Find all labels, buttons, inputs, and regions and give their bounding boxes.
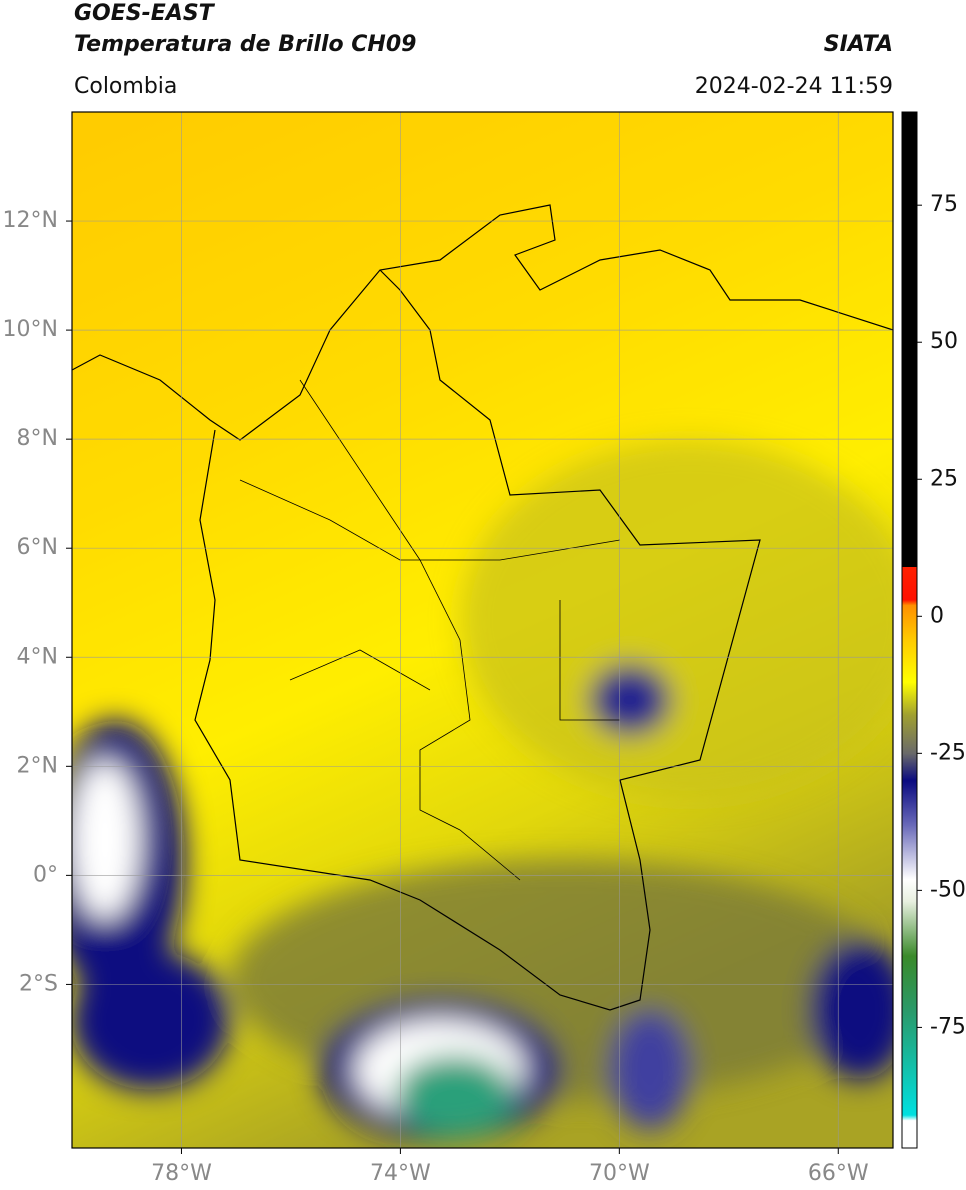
y-tick-label: 10°N xyxy=(3,317,58,342)
y-tick-label: 4°N xyxy=(17,644,58,669)
x-tick-label: 70°W xyxy=(589,1161,650,1186)
colorbar xyxy=(901,111,918,1149)
map-frame xyxy=(71,111,894,1149)
x-tick-label: 78°W xyxy=(151,1161,212,1186)
department-borders xyxy=(239,379,621,881)
map-image xyxy=(72,112,893,1148)
y-tick-label: 0° xyxy=(33,862,58,887)
y-tick-label: 2°N xyxy=(17,753,58,778)
x-tick-label: 66°W xyxy=(808,1161,869,1186)
colorbar-tick-label: 50 xyxy=(930,329,958,354)
cloud-field xyxy=(72,440,893,1140)
datetime: 2024-02-24 11:59 xyxy=(695,74,893,99)
colorbar-tick-label: 75 xyxy=(930,192,958,217)
y-tick-label: 12°N xyxy=(3,208,58,233)
y-tick-label: 8°N xyxy=(17,426,58,451)
colorbar-tick-label: 0 xyxy=(930,603,944,628)
colorbar-tick-label: -50 xyxy=(930,877,966,902)
y-tick-label: 6°N xyxy=(17,535,58,560)
region: Colombia xyxy=(74,74,177,99)
country-border xyxy=(72,204,893,1011)
colorbar-tick-label: -75 xyxy=(930,1014,966,1039)
colorbar-tick-label: -25 xyxy=(930,740,966,765)
source: SIATA xyxy=(824,32,893,57)
y-tick-label: 2°S xyxy=(19,971,58,996)
title-line2: Temperatura de Brillo CH09 xyxy=(74,32,416,57)
graticule xyxy=(72,112,893,1148)
x-tick-label: 74°W xyxy=(370,1161,431,1186)
colorbar-tick-label: 25 xyxy=(930,466,958,491)
title-line1: GOES-EAST xyxy=(74,1,216,26)
